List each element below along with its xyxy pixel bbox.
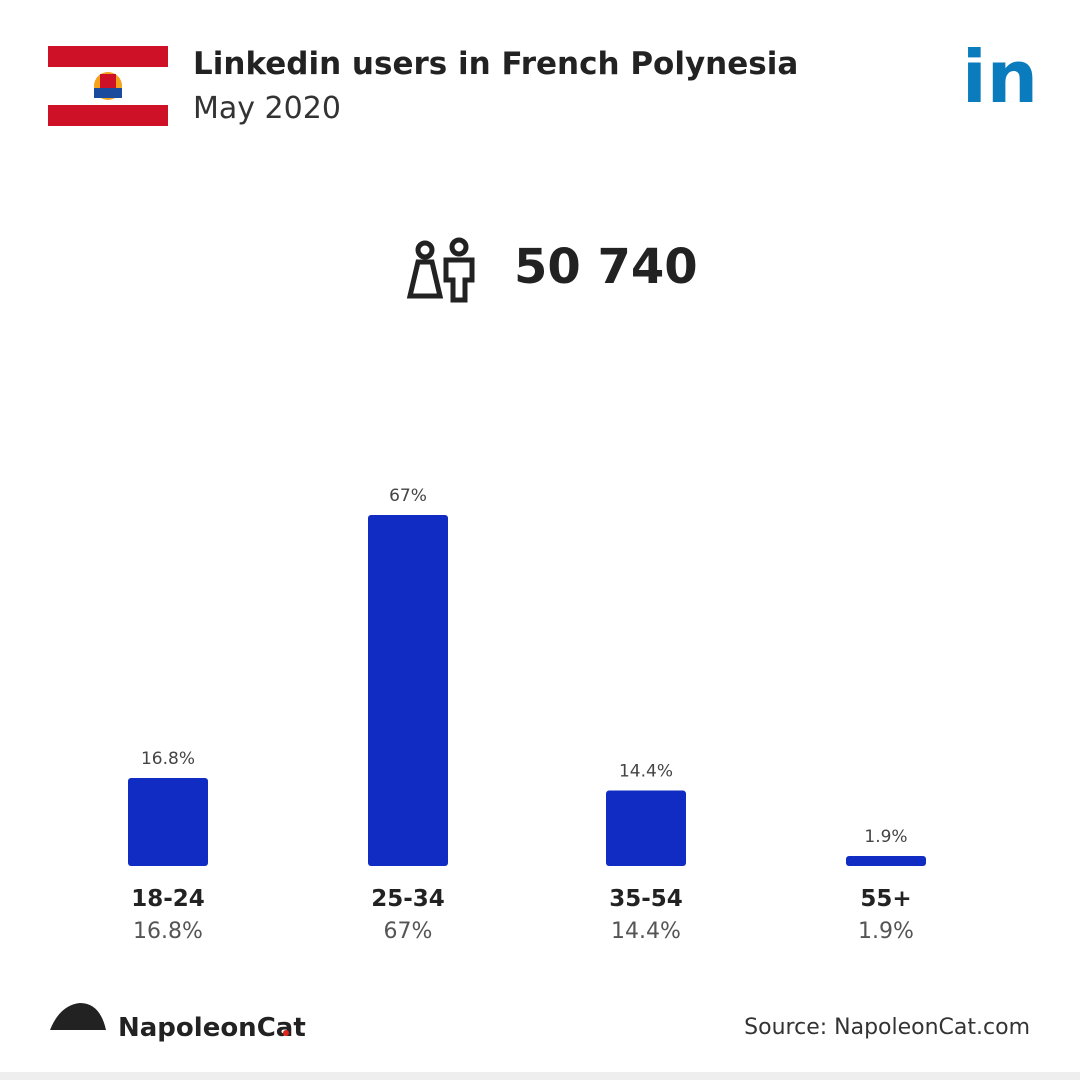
bar [606,790,686,866]
bar-value-label: 14.4% [619,762,673,782]
category-value: 14.4% [611,919,681,944]
bar [128,777,208,866]
bar-value-label: 16.8% [141,749,195,769]
footer-strip [0,1072,1080,1080]
users-icon [406,237,475,303]
flag [48,46,168,126]
category-value: 1.9% [858,919,914,944]
source: Source: NapoleonCat.com [744,1015,1030,1040]
category-label: 18-24 [131,886,205,912]
total-users: 50 740 [514,239,698,295]
subtitle: May 2020 [193,91,341,126]
brand-logo [50,1003,106,1030]
bar-value-label: 1.9% [864,827,907,847]
category-label: 55+ [860,886,911,912]
brand-dot [283,1030,289,1036]
brand-name: NapoleonCat [118,1013,306,1043]
category-value: 16.8% [133,919,203,944]
category-label: 35-54 [609,886,683,912]
bar [368,515,448,866]
category-label: 25-34 [371,886,445,912]
bar [846,856,926,866]
category-value: 67% [384,919,433,944]
title: Linkedin users in French Polynesia [193,46,798,82]
linkedin-logo: in [962,35,1038,119]
bar-value-label: 67% [389,486,427,506]
